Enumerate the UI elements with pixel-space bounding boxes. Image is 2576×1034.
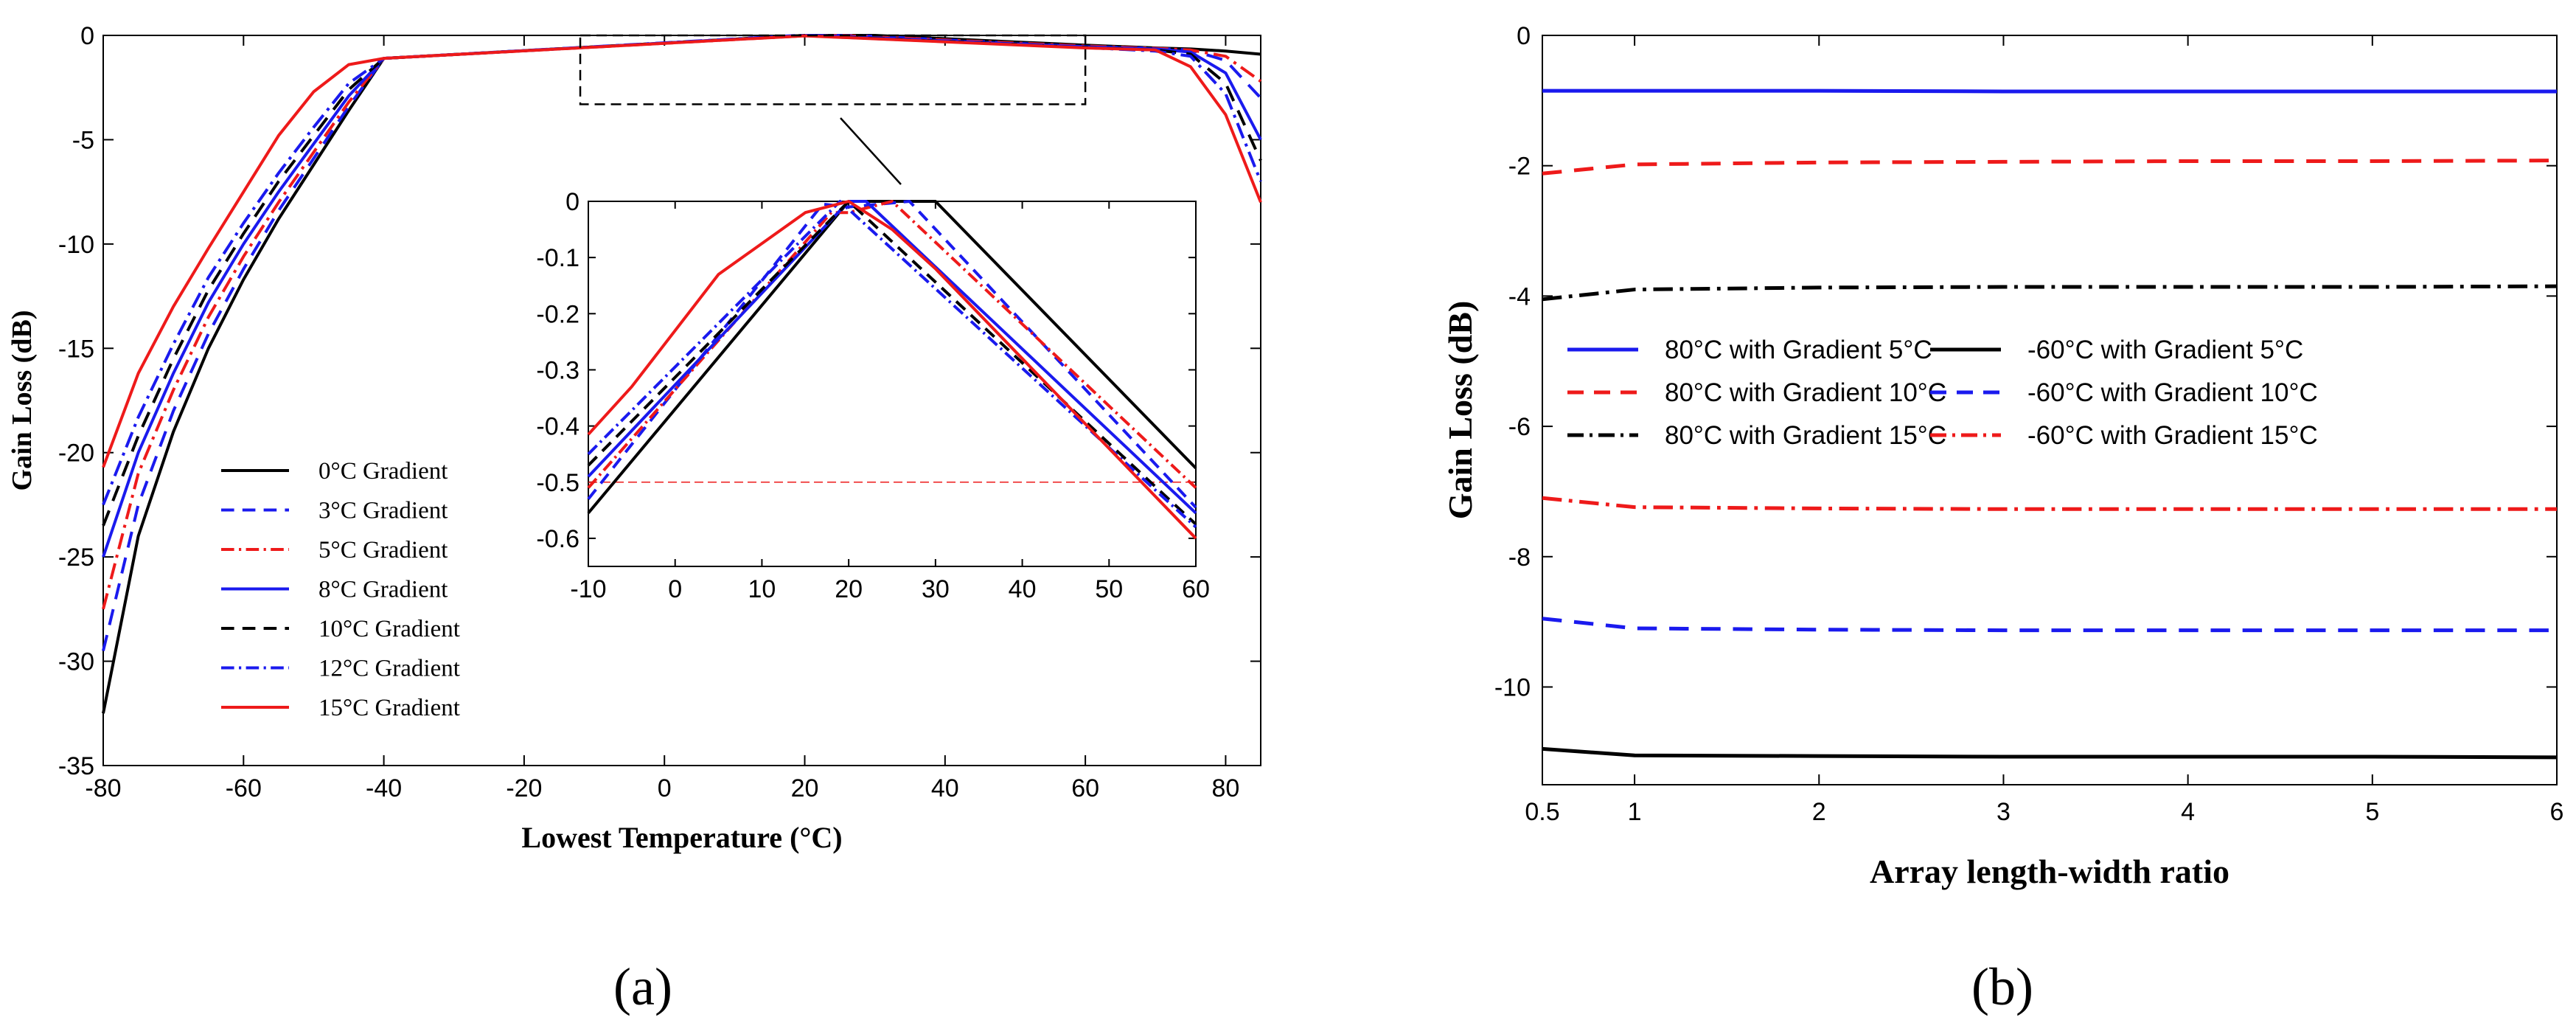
inset-y-tick-label: -0.3: [536, 356, 579, 384]
legend-label-a: 15°C Gradient: [318, 695, 460, 721]
y-tick-label-a: -10: [58, 231, 94, 259]
inset-x-tick-label: -10: [570, 575, 606, 603]
inset-x-tick-label: 60: [1182, 575, 1210, 603]
legend-label-b: 80°C with Gradient 10°C: [1665, 378, 1946, 407]
series-line-a-3-c-gradient: [102, 34, 1262, 651]
inset-x-tick-label: 30: [922, 575, 950, 603]
y-tick-label-b: -8: [1508, 544, 1531, 572]
legend-label-b: -60°C with Gradient 5°C: [2027, 336, 2303, 364]
inset-x-tick-label: 40: [1009, 575, 1037, 603]
x-tick-label-a: 20: [791, 774, 819, 802]
series-line-a-15-c-gradient: [102, 34, 1262, 468]
y-tick-label-a: -35: [58, 752, 94, 780]
zoom-box: [579, 34, 1087, 105]
y-axis-label-b: Gain Loss (dB): [1441, 301, 1479, 520]
series-line-a-8-c-gradient: [102, 34, 1262, 558]
x-tick-label-a: 40: [931, 774, 959, 802]
zoom-connector: [840, 117, 902, 185]
series-line-b-80-c-with-gradient-10-c: [1542, 159, 2558, 176]
panel-label-a: (a): [613, 957, 672, 1016]
x-tick-label-b: 3: [1997, 798, 2011, 826]
x-tick-label-b: 5: [2365, 798, 2379, 826]
y-tick-label-b: 0: [1517, 22, 1531, 50]
series-line-a-12-c-gradient: [102, 34, 1262, 506]
x-axis-label-a: Lowest Temperature (°C): [521, 821, 842, 854]
legend-label-a: 0°C Gradient: [318, 458, 448, 485]
legend-b: 80°C with Gradient 5°C 80°C with Gradient…: [1567, 336, 2318, 450]
x-tick-label-a: 0: [658, 774, 672, 802]
x-tick-label-a: 60: [1071, 774, 1099, 802]
legend-label-a: 10°C Gradient: [318, 616, 460, 642]
inset-series-line-5-c-gradient: [587, 200, 1197, 489]
y-tick-label-b: -10: [1494, 673, 1531, 701]
y-tick-label-a: -15: [58, 335, 94, 363]
panel-label-b: (b): [1971, 957, 2033, 1016]
y-tick-label-a: -30: [58, 648, 94, 676]
x-tick-label-b: 1: [1628, 798, 1642, 826]
legend-a: 0°C Gradient 3°C Gradient 5°C Gradient 8°C …: [221, 458, 460, 721]
inset-series-line-8-c-gradient: [587, 200, 1197, 515]
inset-y-tick-label: -0.6: [536, 525, 579, 553]
series-group-a: [102, 34, 1262, 714]
inset-y-tick-label: -0.1: [536, 244, 579, 272]
inset-x-tick-label: 10: [748, 575, 776, 603]
legend-label-b: -60°C with Gradient 15°C: [2027, 421, 2318, 450]
legend-label-a: 8°C Gradient: [318, 577, 448, 603]
axis-ticks-a: -80 -60 -40 -20 0 20 40 60 80 0 -5 -10 -15 -20 -25 -30 -…: [58, 22, 1261, 802]
y-tick-label-b: -2: [1508, 153, 1531, 181]
inset-y-tick-label: -0.2: [536, 300, 579, 328]
plot-area-b: [1542, 35, 2558, 785]
inset-x-tick-label: 20: [835, 575, 863, 603]
y-tick-label-a: 0: [80, 22, 94, 50]
x-tick-label-a: -60: [226, 774, 262, 802]
x-tick-label-b: 4: [2181, 798, 2195, 826]
y-tick-label-a: -20: [58, 440, 94, 468]
inset-plot: -10 0 10 20 30 40 50 60 0 -0.1 -0.2 -0.3 -0.4 -0.5 -0.…: [536, 188, 1210, 603]
series-line-a-5-c-gradient: [102, 34, 1262, 610]
series-line-b-60-c-with-gradient-10-c: [1542, 617, 2557, 633]
inset-x-tick-label: 50: [1095, 575, 1123, 603]
inset-series-line-15-c-gradient: [587, 200, 1197, 540]
x-tick-label-b: 6: [2550, 798, 2564, 826]
y-tick-label-b: -6: [1508, 413, 1531, 441]
series-line-a-0-c-gradient: [102, 34, 1261, 714]
y-tick-label-b: -4: [1508, 282, 1531, 310]
x-tick-label-a: -20: [506, 774, 542, 802]
legend-label-a: 12°C Gradient: [318, 656, 460, 682]
inset-series-line-3-c-gradient: [587, 200, 1197, 509]
legend-label-a: 3°C Gradient: [318, 498, 448, 524]
y-tick-label-a: -25: [58, 544, 94, 572]
series-line-b-60-c-with-gradient-5-c: [1542, 746, 2558, 760]
inset-x-tick-label: 0: [668, 575, 682, 603]
series-group-b: [1542, 89, 2558, 760]
chart-panel-b: 0.5 1 2 3 4 5 6 0 -2 -4 -6 -8 -10 80°C with Gradient…: [1441, 22, 2563, 1016]
x-axis-label-b: Array length-width ratio: [1870, 853, 2229, 890]
inset-y-tick-label: -0.5: [536, 469, 579, 497]
inset-frame: [588, 201, 1197, 567]
x-tick-label-a: 80: [1212, 774, 1240, 802]
inset-y-tick-label: -0.4: [536, 413, 579, 441]
inset-series-line-12-c-gradient: [587, 200, 1197, 529]
zoom-box-group: [579, 34, 1087, 185]
series-line-b-60-c-with-gradient-15-c: [1542, 496, 2557, 511]
y-tick-label-a: -5: [72, 126, 94, 154]
x-tick-label-b: 0.5: [1525, 798, 1559, 826]
x-tick-label-b: 2: [1812, 798, 1826, 826]
chart-panel-a: -80 -60 -40 -20 0 20 40 60 80 0 -5 -10 -15 -20 -25 -30 -…: [7, 22, 1262, 1016]
inset-y-tick-label: 0: [565, 188, 579, 216]
legend-label-b: -60°C with Gradient 10°C: [2027, 378, 2318, 407]
x-tick-label-a: -80: [85, 774, 121, 802]
legend-label-b: 80°C with Gradient 5°C: [1665, 336, 1932, 364]
y-axis-label-a: Gain Loss (dB): [7, 310, 38, 491]
legend-label-a: 5°C Gradient: [318, 537, 448, 563]
axis-ticks-b: 0.5 1 2 3 4 5 6 0 -2 -4 -6 -8 -10: [1494, 22, 2564, 826]
x-tick-label-a: -40: [366, 774, 402, 802]
series-line-b-80-c-with-gradient-15-c: [1542, 284, 2558, 302]
legend-label-b: 80°C with Gradient 15°C: [1665, 421, 1946, 450]
